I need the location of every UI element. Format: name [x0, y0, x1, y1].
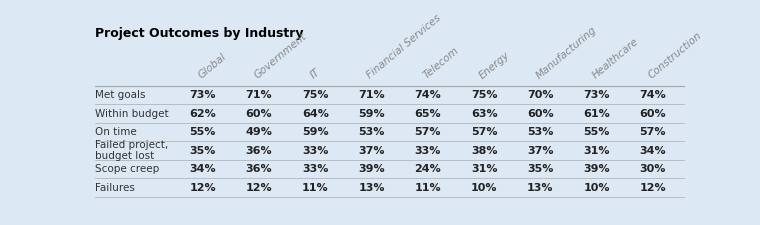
Text: 71%: 71%	[245, 90, 272, 100]
Text: 57%: 57%	[640, 127, 667, 137]
Text: 74%: 74%	[414, 90, 441, 100]
Text: 49%: 49%	[245, 127, 272, 137]
Text: 55%: 55%	[584, 127, 610, 137]
Text: Manufacturing: Manufacturing	[534, 25, 598, 81]
Text: 10%: 10%	[470, 182, 497, 193]
Text: Failures: Failures	[95, 182, 135, 193]
Text: Within budget: Within budget	[95, 109, 169, 119]
Text: Scope creep: Scope creep	[95, 164, 160, 174]
Text: Construction: Construction	[647, 30, 704, 81]
Text: Government: Government	[252, 31, 309, 81]
Text: 55%: 55%	[189, 127, 216, 137]
Text: 13%: 13%	[527, 182, 553, 193]
Text: 57%: 57%	[470, 127, 497, 137]
Text: Global: Global	[196, 52, 228, 81]
Text: 36%: 36%	[245, 164, 272, 174]
Text: 53%: 53%	[527, 127, 553, 137]
Text: On time: On time	[95, 127, 137, 137]
Text: 24%: 24%	[414, 164, 441, 174]
Text: 75%: 75%	[470, 90, 497, 100]
Text: 57%: 57%	[414, 127, 441, 137]
Text: 36%: 36%	[245, 146, 272, 155]
Text: 13%: 13%	[358, 182, 385, 193]
Text: Met goals: Met goals	[95, 90, 145, 100]
Text: 39%: 39%	[584, 164, 610, 174]
Text: 37%: 37%	[358, 146, 385, 155]
Text: 60%: 60%	[245, 109, 272, 119]
Text: 73%: 73%	[189, 90, 216, 100]
Text: 12%: 12%	[245, 182, 272, 193]
Text: 73%: 73%	[584, 90, 610, 100]
Text: Failed project,
budget lost: Failed project, budget lost	[95, 140, 168, 161]
Text: 64%: 64%	[302, 109, 328, 119]
Text: 39%: 39%	[358, 164, 385, 174]
Text: 71%: 71%	[358, 90, 385, 100]
Text: 65%: 65%	[414, 109, 441, 119]
Text: 34%: 34%	[189, 164, 216, 174]
Text: Telecom: Telecom	[421, 45, 461, 81]
Text: 10%: 10%	[584, 182, 610, 193]
Text: 59%: 59%	[358, 109, 385, 119]
Text: 33%: 33%	[302, 146, 328, 155]
Text: 53%: 53%	[358, 127, 385, 137]
Text: Financial Services: Financial Services	[365, 13, 443, 81]
Text: 74%: 74%	[639, 90, 667, 100]
Text: 37%: 37%	[527, 146, 553, 155]
Text: 31%: 31%	[470, 164, 497, 174]
Text: 60%: 60%	[527, 109, 554, 119]
Text: 30%: 30%	[640, 164, 666, 174]
Text: 34%: 34%	[640, 146, 667, 155]
Text: 35%: 35%	[189, 146, 216, 155]
Text: 75%: 75%	[302, 90, 328, 100]
Text: Healthcare: Healthcare	[591, 36, 640, 81]
Text: 12%: 12%	[189, 182, 216, 193]
Text: 63%: 63%	[470, 109, 497, 119]
Text: 60%: 60%	[640, 109, 667, 119]
Text: 70%: 70%	[527, 90, 553, 100]
Text: 33%: 33%	[302, 164, 328, 174]
Text: 11%: 11%	[302, 182, 328, 193]
Text: 31%: 31%	[584, 146, 610, 155]
Text: 35%: 35%	[527, 164, 553, 174]
Text: Energy: Energy	[477, 50, 512, 81]
Text: 59%: 59%	[302, 127, 328, 137]
Text: 33%: 33%	[415, 146, 441, 155]
Text: 62%: 62%	[189, 109, 216, 119]
Text: 38%: 38%	[470, 146, 497, 155]
Text: 11%: 11%	[414, 182, 441, 193]
Text: Project Outcomes by Industry: Project Outcomes by Industry	[95, 27, 303, 40]
Text: 61%: 61%	[583, 109, 610, 119]
Text: 12%: 12%	[640, 182, 667, 193]
Text: IT: IT	[309, 67, 322, 81]
